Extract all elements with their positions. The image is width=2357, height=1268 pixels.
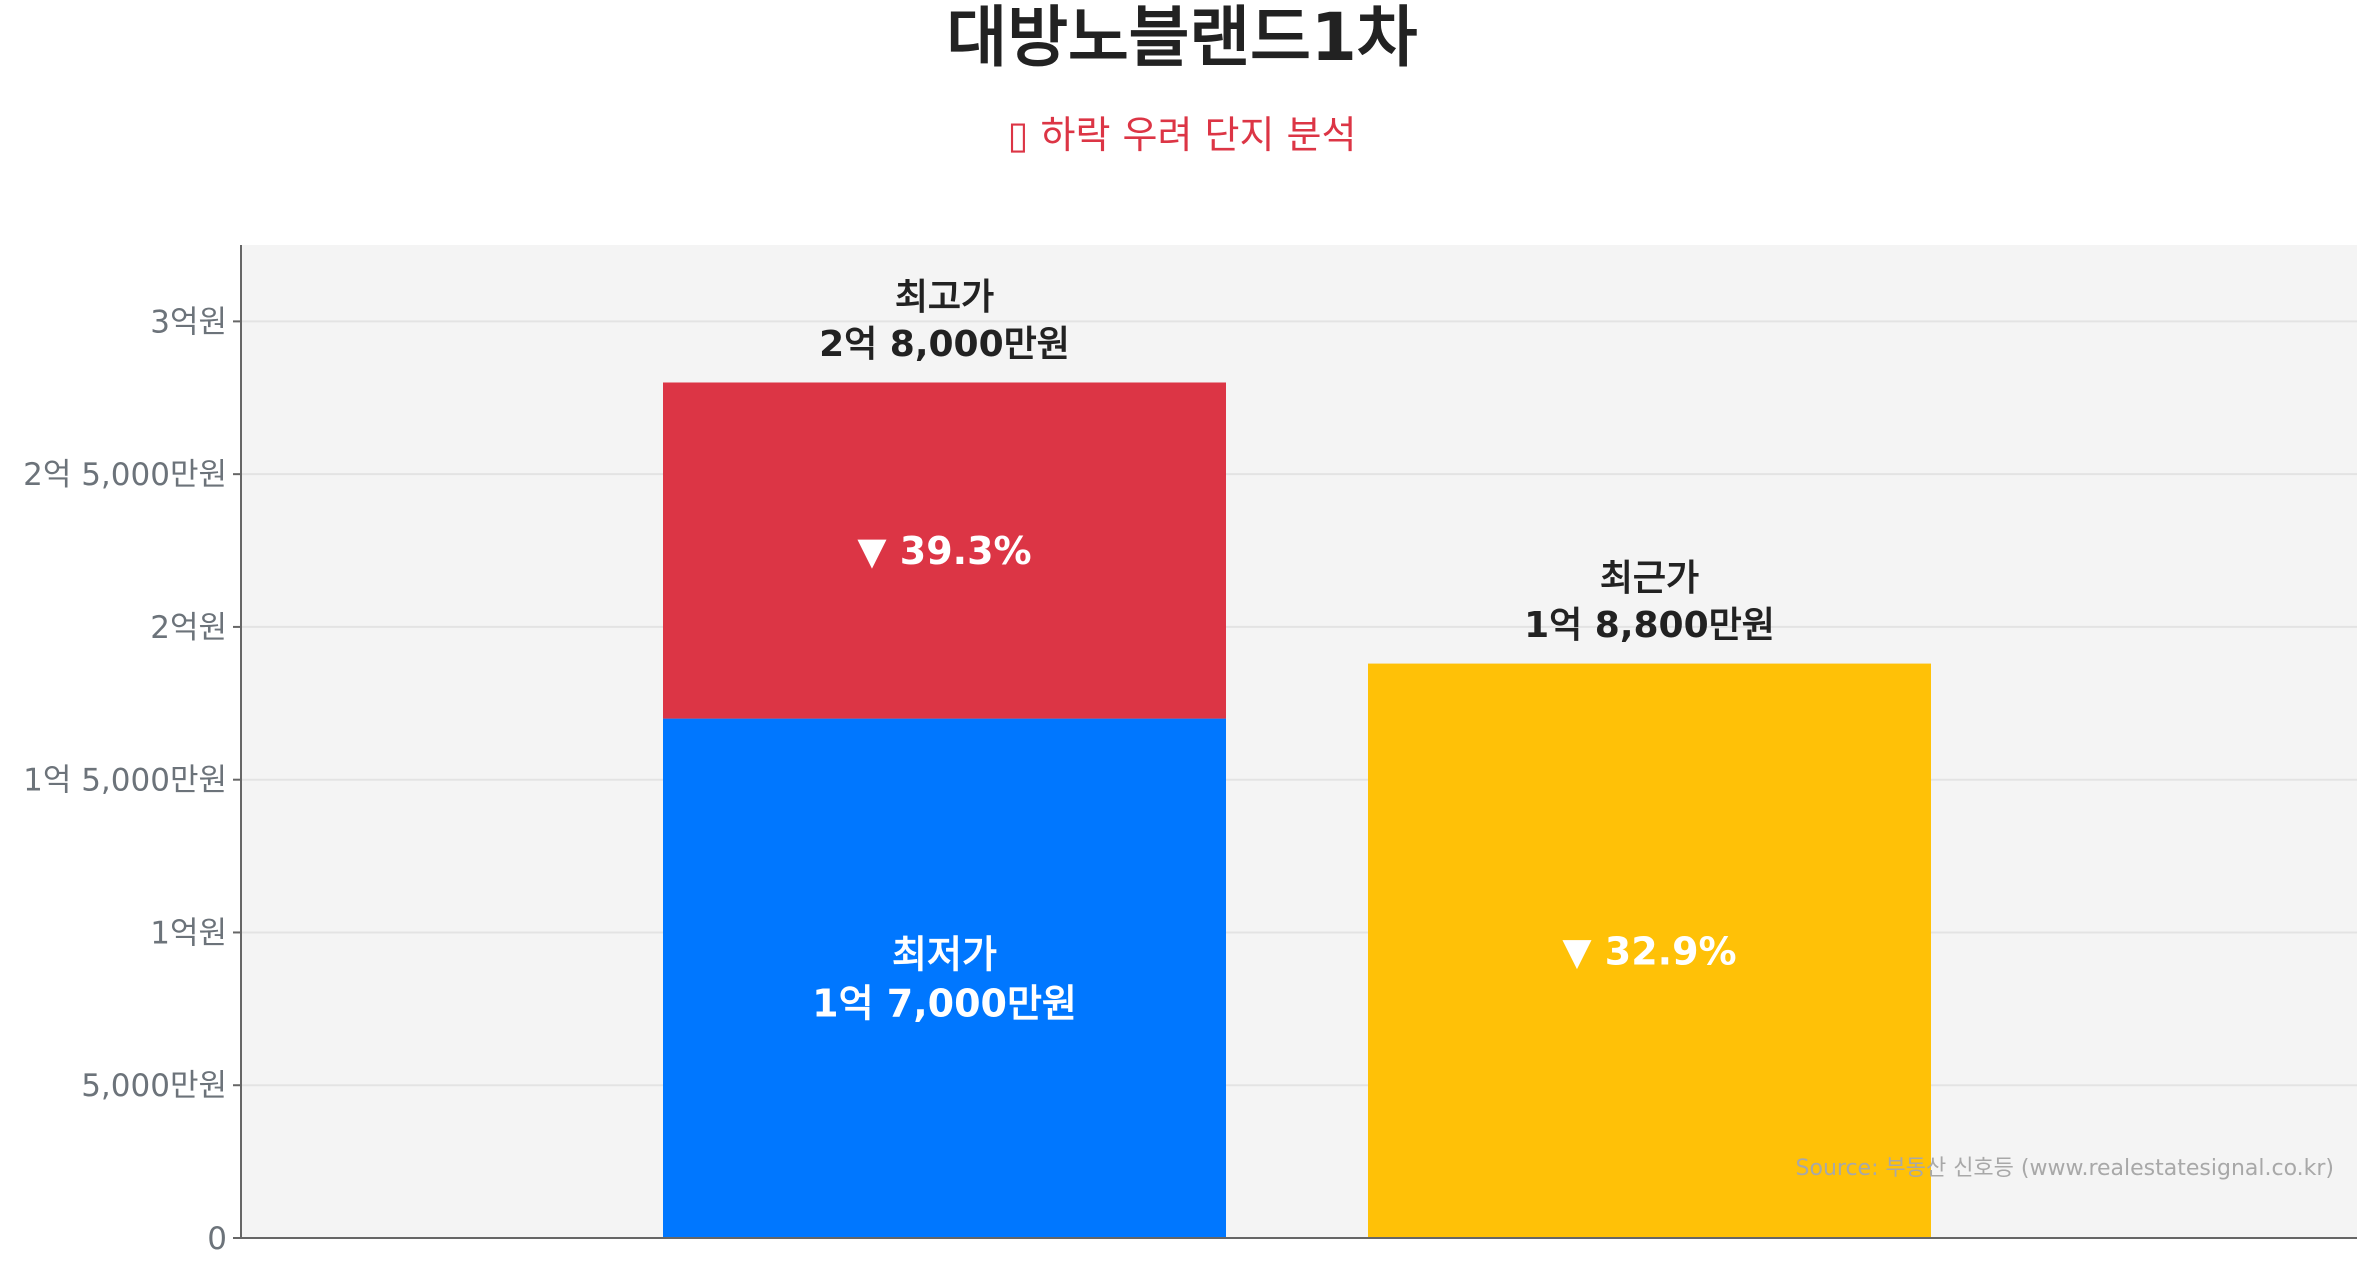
y-tick-label: 1억 5,000만원 — [23, 763, 227, 799]
bar-segment-하락폭 — [663, 382, 1226, 719]
bars-layer — [663, 382, 1931, 1238]
source-note: Source: 부동산 신호등 (www.realestatesignal.co… — [1796, 1156, 2334, 1181]
bar-segment-최저가 — [663, 718, 1226, 1238]
chart-subtitle: ▯ 하락 우려 단지 분석 — [1008, 113, 1357, 157]
bar-top-label: 최고가 — [895, 277, 994, 318]
bar-top-label: 2억 8,000만원 — [819, 324, 1070, 365]
y-tick-label: 0 — [207, 1221, 227, 1257]
chart-title: 대방노블랜드1차 — [947, 0, 1418, 76]
bar-segment-label: 1억 7,000만원 — [812, 982, 1077, 1026]
y-tick-label: 1억원 — [150, 915, 227, 951]
bar-segment-label: ▼ 39.3% — [857, 529, 1031, 573]
bar-top-label: 최근가 — [1600, 558, 1699, 599]
y-tick-label: 5,000만원 — [81, 1068, 227, 1104]
plot-area — [241, 245, 2357, 1238]
axis-layer: 0 5,000만원 1억원 1억 5,000만원 2억원 2억 5,000만원 3억원 — [23, 245, 2357, 1257]
bar-segment-최근가 — [1368, 663, 1931, 1238]
y-tick-label: 3억원 — [150, 304, 227, 340]
y-tick-label: 2억원 — [150, 610, 227, 646]
bar-segment-label: 최저가 — [892, 932, 997, 976]
y-tick-label: 2억 5,000만원 — [23, 457, 227, 493]
bar-top-label: 1억 8,800만원 — [1524, 605, 1775, 646]
labels-layer: 최저가 1억 7,000만원 ▼ 39.3% 최고가 2억 8,000만원 ▼ 32.9%… — [812, 277, 1775, 1026]
bar-segment-label: ▼ 32.9% — [1562, 929, 1736, 973]
grid-layer — [241, 320, 2357, 1087]
